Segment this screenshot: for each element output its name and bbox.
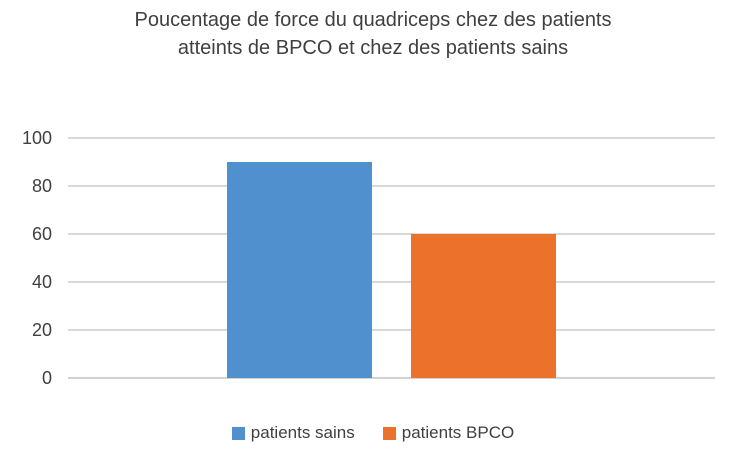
y-axis-labels: 0 20 40 60 80 100 xyxy=(0,0,52,462)
gridline xyxy=(68,329,715,331)
chart-title-line-2: atteints de BPCO et chez des patients sa… xyxy=(177,37,569,59)
legend-label: patients sains xyxy=(250,423,355,442)
gridline xyxy=(68,137,715,139)
chart-title: Poucentage de force du quadriceps chez d… xyxy=(0,6,746,62)
y-tick-label-100: 100 xyxy=(21,128,52,148)
y-tick-label-20: 20 xyxy=(31,320,52,340)
y-tick-label-40: 40 xyxy=(31,272,52,292)
gridline xyxy=(68,281,715,283)
y-tick-label-0: 0 xyxy=(41,368,52,388)
plot-area xyxy=(68,137,715,379)
legend-swatch-icon xyxy=(382,426,396,440)
legend-swatch-icon xyxy=(231,426,245,440)
legend-item-patients-bpco: patients BPCO xyxy=(382,423,515,443)
gridline xyxy=(68,233,715,235)
y-tick-label-60: 60 xyxy=(31,224,52,244)
y-tick-label-80: 80 xyxy=(31,176,52,196)
x-axis-baseline xyxy=(68,377,715,379)
legend-item-patients-sains: patients sains xyxy=(231,423,355,443)
legend-label: patients BPCO xyxy=(401,423,515,442)
gridline xyxy=(68,185,715,187)
chart-title-line-1: Poucentage de force du quadriceps chez d… xyxy=(134,9,612,31)
bar-patients-sains xyxy=(227,162,372,378)
legend: patients sains patients BPCO xyxy=(0,423,746,443)
bar-patients-bpco xyxy=(411,234,556,378)
